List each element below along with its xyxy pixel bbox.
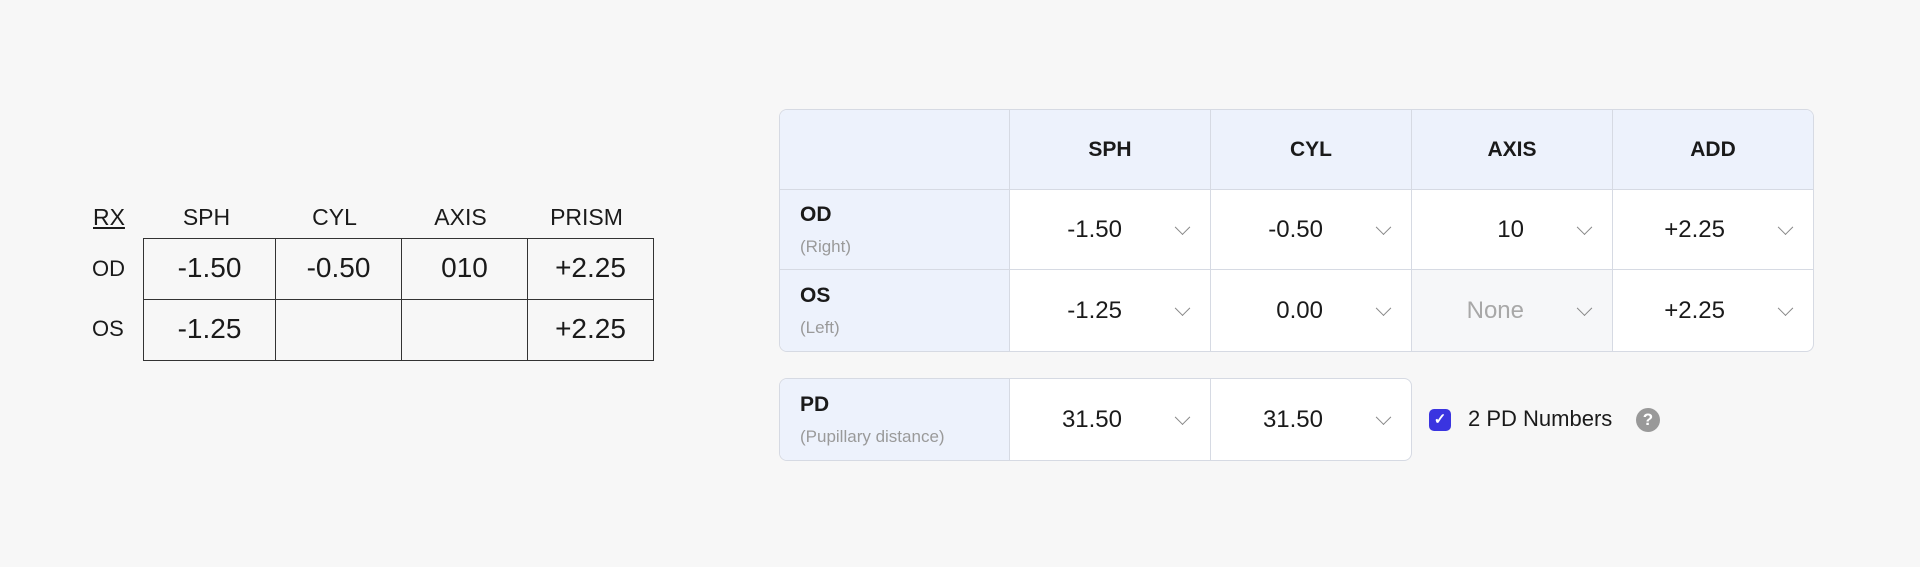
header-cyl: CYL bbox=[1211, 110, 1412, 190]
header-sph: SPH bbox=[1010, 110, 1211, 190]
os-cyl-select[interactable]: 0.00 bbox=[1211, 270, 1412, 351]
od-sph-select[interactable]: -1.50 bbox=[1010, 190, 1211, 270]
chevron-down-icon bbox=[1375, 218, 1392, 235]
od-add-select[interactable]: +2.25 bbox=[1613, 190, 1813, 270]
pd-label: PD (Pupillary distance) bbox=[780, 379, 1010, 460]
eye-sub-label: (Right) bbox=[800, 236, 852, 256]
rx-header-axis: AXIS bbox=[434, 204, 487, 230]
rx-cell: +2.25 bbox=[528, 239, 653, 300]
select-value: 31.50 bbox=[1061, 405, 1122, 433]
rx-row-os: OS bbox=[92, 316, 124, 341]
eye-sub-label: (Left) bbox=[800, 317, 840, 337]
prescription-form: SPH CYL AXIS ADD OD (Right) -1.50 -0.50 1… bbox=[779, 109, 1814, 352]
rx-cell bbox=[276, 300, 402, 360]
rx-label: RX bbox=[93, 204, 125, 230]
rx-header-sph: SPH bbox=[182, 204, 231, 230]
od-cyl-select[interactable]: -0.50 bbox=[1211, 190, 1412, 270]
chevron-down-icon bbox=[1174, 408, 1191, 425]
chevron-down-icon bbox=[1375, 408, 1392, 425]
select-value: 0.00 bbox=[1276, 296, 1323, 324]
checkmark-icon: ✓ bbox=[1433, 411, 1447, 428]
chevron-down-icon bbox=[1375, 299, 1392, 316]
rx-cell: +2.25 bbox=[555, 313, 626, 344]
header-add: ADD bbox=[1613, 110, 1813, 190]
header-axis: AXIS bbox=[1412, 110, 1613, 190]
rx-row-od: OD bbox=[92, 256, 125, 281]
pd-title: PD bbox=[800, 392, 830, 416]
help-icon[interactable]: ? bbox=[1636, 408, 1660, 432]
pd-form: PD (Pupillary distance) 31.50 31.50 bbox=[779, 378, 1412, 461]
select-value: 31.50 bbox=[1262, 405, 1323, 433]
pd-left-select[interactable]: 31.50 bbox=[1211, 379, 1411, 460]
chevron-down-icon bbox=[1777, 299, 1794, 316]
row-label-os: OS (Left) bbox=[780, 270, 1010, 351]
os-sph-select[interactable]: -1.25 bbox=[1010, 270, 1211, 351]
rx-cell: -0.50 bbox=[276, 239, 402, 300]
corner-cell bbox=[780, 110, 1010, 190]
row-label-od: OD (Right) bbox=[780, 190, 1010, 270]
chevron-down-icon bbox=[1174, 299, 1191, 316]
eye-label: OD bbox=[800, 202, 832, 226]
chevron-down-icon bbox=[1174, 218, 1191, 235]
select-value: 10 bbox=[1497, 215, 1524, 243]
two-pd-label[interactable]: 2 PD Numbers bbox=[1468, 406, 1613, 431]
rx-cell: -1.25 bbox=[144, 300, 276, 360]
od-axis-select[interactable]: 10 bbox=[1412, 190, 1613, 270]
rx-grid: -1.50 -0.50 010 +2.25 -1.25 +2.25 bbox=[143, 238, 654, 361]
os-axis-select[interactable]: None bbox=[1412, 270, 1613, 351]
os-add-select[interactable]: +2.25 bbox=[1613, 270, 1813, 351]
select-value: None bbox=[1466, 296, 1524, 324]
select-value: -1.50 bbox=[1067, 215, 1122, 243]
select-value: -0.50 bbox=[1268, 215, 1323, 243]
chevron-down-icon bbox=[1576, 218, 1593, 235]
rx-cell: 010 bbox=[402, 239, 528, 300]
rx-header-cyl: CYL bbox=[312, 204, 357, 230]
chevron-down-icon bbox=[1777, 218, 1794, 235]
select-value: -1.25 bbox=[1067, 296, 1122, 324]
rx-header-prism: PRISM bbox=[550, 204, 623, 230]
two-pd-checkbox[interactable]: ✓ bbox=[1429, 409, 1451, 431]
eye-label: OS bbox=[800, 283, 831, 307]
rx-cell bbox=[402, 300, 528, 360]
select-value: +2.25 bbox=[1664, 296, 1725, 324]
chevron-down-icon bbox=[1576, 299, 1593, 316]
rx-cell: -1.50 bbox=[144, 239, 276, 300]
select-value: +2.25 bbox=[1664, 215, 1725, 243]
pd-right-select[interactable]: 31.50 bbox=[1010, 379, 1211, 460]
pd-sub-label: (Pupillary distance) bbox=[800, 426, 945, 446]
